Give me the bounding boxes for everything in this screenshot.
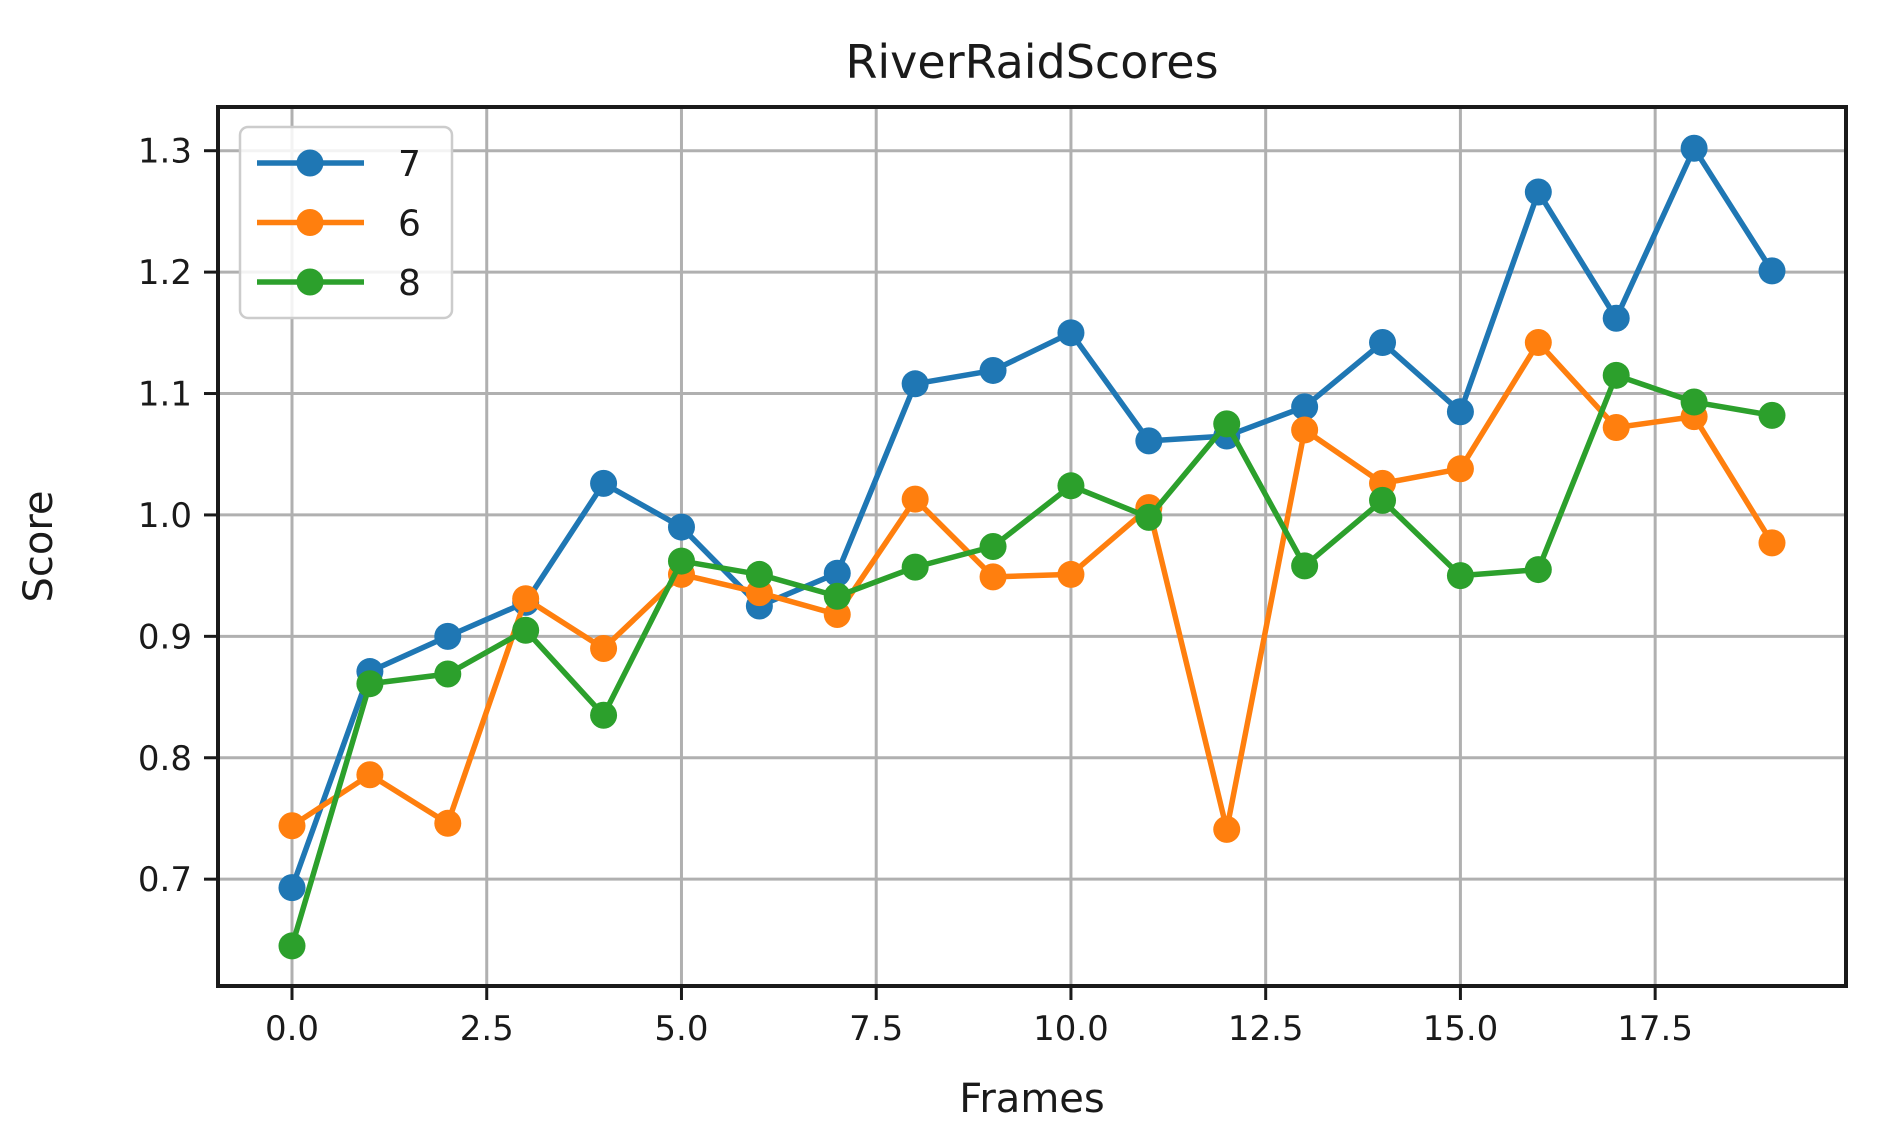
data-point-marker-6 — [278, 812, 306, 840]
data-point-marker-7 — [1057, 319, 1085, 347]
y-tick-label: 0.7 — [138, 860, 192, 900]
data-point-marker-8 — [823, 582, 851, 610]
x-tick-label: 17.5 — [1617, 1009, 1693, 1049]
data-point-marker-7 — [1446, 398, 1474, 426]
data-point-marker-7 — [1758, 257, 1786, 285]
data-point-marker-8 — [278, 932, 306, 960]
data-point-marker-6 — [1446, 455, 1474, 483]
data-point-marker-6 — [434, 809, 462, 837]
data-point-marker-6 — [1291, 416, 1319, 444]
data-point-marker-8 — [1135, 503, 1163, 531]
data-point-marker-8 — [356, 670, 384, 698]
data-point-marker-7 — [823, 559, 851, 587]
legend-sample-marker — [296, 149, 324, 177]
data-point-marker-8 — [1524, 556, 1552, 584]
chart-title: RiverRaidScores — [845, 35, 1218, 89]
data-point-marker-6 — [356, 761, 384, 789]
data-point-marker-8 — [1291, 552, 1319, 580]
data-point-marker-6 — [1758, 529, 1786, 557]
data-point-marker-8 — [1213, 410, 1241, 438]
y-tick-label: 1.1 — [138, 375, 192, 415]
data-point-marker-7 — [1524, 178, 1552, 206]
data-point-marker-8 — [1446, 562, 1474, 590]
data-point-marker-6 — [512, 585, 540, 613]
y-tick-label: 1.0 — [138, 496, 192, 536]
series-line-8 — [289, 372, 1775, 949]
data-point-marker-7 — [979, 356, 1007, 384]
data-point-marker-8 — [745, 560, 773, 588]
data-point-marker-8 — [979, 533, 1007, 560]
x-tick-label: 0.0 — [265, 1009, 319, 1049]
data-point-marker-7 — [590, 469, 618, 497]
data-point-marker-6 — [1213, 815, 1241, 843]
y-axis-label: Score — [16, 490, 62, 602]
series-line-7 — [289, 145, 1775, 891]
x-tick-label: 2.5 — [460, 1009, 514, 1049]
legend-label: 6 — [398, 204, 421, 245]
y-tick-label: 0.9 — [138, 617, 192, 657]
legend-sample-marker — [296, 209, 324, 236]
x-tick-label: 7.5 — [849, 1009, 903, 1049]
data-point-marker-8 — [590, 701, 618, 729]
data-point-marker-8 — [1602, 361, 1630, 389]
data-point-marker-8 — [901, 553, 929, 581]
data-point-marker-6 — [901, 485, 929, 513]
data-point-marker-7 — [1680, 134, 1708, 162]
data-point-marker-6 — [1057, 560, 1085, 588]
data-point-marker-7 — [1602, 304, 1630, 332]
x-tick-label: 15.0 — [1423, 1009, 1499, 1049]
data-point-marker-7 — [434, 622, 462, 650]
data-point-marker-8 — [1057, 472, 1085, 500]
data-point-marker-6 — [1524, 329, 1552, 357]
x-tick-label: 5.0 — [654, 1009, 708, 1049]
data-point-marker-7 — [278, 874, 306, 902]
x-tick-label: 10.0 — [1033, 1009, 1109, 1049]
x-tick-label: 12.5 — [1228, 1009, 1304, 1049]
data-point-marker-8 — [512, 616, 540, 644]
legend-label: 7 — [398, 144, 421, 185]
legend-label: 8 — [398, 263, 421, 304]
axes-spines — [216, 105, 1848, 988]
data-point-marker-6 — [979, 563, 1007, 591]
data-point-marker-8 — [1680, 388, 1708, 416]
y-tick-label: 1.3 — [138, 132, 192, 172]
data-point-marker-8 — [434, 660, 462, 688]
data-point-marker-7 — [667, 513, 695, 541]
data-point-marker-6 — [590, 634, 618, 662]
x-axis-label: Frames — [959, 1076, 1104, 1122]
data-point-marker-7 — [1135, 427, 1163, 455]
data-point-marker-8 — [667, 547, 695, 575]
data-point-marker-6 — [1602, 414, 1630, 442]
series-line-6 — [289, 339, 1775, 833]
legend-sample-marker — [296, 268, 324, 296]
data-point-marker-7 — [901, 370, 929, 398]
data-point-marker-7 — [1291, 393, 1319, 421]
y-tick-label: 1.2 — [138, 253, 192, 293]
data-point-marker-8 — [1369, 486, 1397, 514]
y-tick-label: 0.8 — [138, 739, 192, 779]
data-point-marker-7 — [1369, 329, 1397, 357]
data-point-marker-8 — [1758, 401, 1786, 429]
